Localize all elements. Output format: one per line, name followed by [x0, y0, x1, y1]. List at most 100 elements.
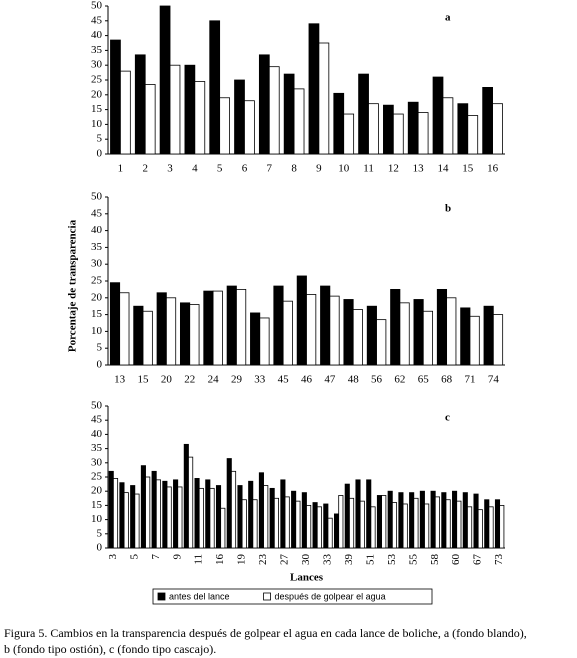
x-tick-label: 27	[279, 554, 291, 566]
bar	[390, 288, 401, 366]
y-tick-label: 30	[91, 456, 103, 468]
bar	[484, 499, 490, 549]
bar	[165, 297, 177, 366]
bar	[413, 497, 419, 549]
bar	[189, 304, 200, 366]
bar	[482, 87, 493, 155]
x-tick-label: 5	[217, 163, 223, 175]
x-tick-label: 6	[242, 163, 248, 175]
bar	[162, 480, 168, 549]
x-tick-label: 65	[418, 374, 430, 386]
y-tick-label: 25	[91, 74, 103, 86]
y-tick-label: 5	[97, 527, 103, 539]
bar	[259, 317, 270, 366]
y-tick-label: 40	[91, 29, 103, 41]
x-tick-label: 53	[386, 554, 398, 566]
x-tick-label: 1	[118, 163, 124, 175]
legend-label: después de golpear el agua	[275, 591, 386, 601]
bar	[460, 307, 471, 366]
bar	[434, 496, 440, 549]
x-tick-label: 11	[363, 163, 374, 175]
bar	[220, 507, 226, 549]
bar	[268, 66, 280, 155]
bar	[343, 299, 354, 366]
x-tick-label: 55	[407, 554, 419, 566]
bar	[492, 103, 503, 155]
x-tick-label: 15	[462, 163, 474, 175]
bar	[419, 490, 425, 549]
bar	[483, 305, 494, 366]
bar	[456, 500, 462, 549]
bar	[432, 76, 444, 155]
bar	[492, 314, 504, 366]
y-tick-label: 35	[91, 442, 103, 454]
x-tick-label: 3	[167, 163, 173, 175]
y-tick-label: 25	[91, 471, 103, 483]
y-tick-label: 30	[91, 258, 103, 270]
x-tick-label: 45	[278, 374, 290, 386]
x-tick-label: 8	[291, 163, 297, 175]
x-tick-label: 9	[316, 163, 322, 175]
bar	[327, 517, 333, 549]
x-tick-label: 39	[343, 554, 355, 566]
bar	[467, 506, 473, 549]
x-tick-label: 15	[138, 374, 150, 386]
bar	[306, 504, 312, 549]
bar	[320, 285, 331, 366]
x-tick-label: 51	[364, 554, 376, 565]
bar	[244, 100, 255, 155]
x-tick-label: 16	[487, 163, 499, 175]
bar	[151, 470, 157, 549]
bar	[198, 487, 204, 549]
bar	[422, 310, 434, 366]
x-tick-label: 23	[257, 554, 269, 566]
bar	[108, 470, 114, 549]
bar	[194, 478, 200, 549]
bar	[155, 479, 161, 549]
y-tick-label: 25	[91, 275, 103, 287]
x-tick-label: 22	[184, 374, 195, 386]
y-tick-label: 15	[91, 499, 103, 511]
x-tick-label: 16	[214, 554, 226, 566]
bar	[381, 495, 387, 549]
y-tick-label: 50	[91, 191, 103, 203]
bar	[441, 492, 447, 549]
bar	[370, 506, 376, 549]
x-tick-label: 11	[193, 554, 205, 565]
panel-label: c	[445, 412, 450, 424]
y-tick-label: 20	[91, 291, 103, 303]
bar	[179, 302, 191, 366]
x-tick-label: 10	[338, 163, 350, 175]
bar	[312, 502, 318, 549]
y-tick-label: 45	[91, 14, 103, 26]
x-tick-label: 2	[142, 163, 148, 175]
bar	[156, 292, 167, 366]
bar	[333, 513, 340, 549]
bar	[230, 470, 237, 549]
bar	[258, 54, 270, 155]
bar	[173, 479, 179, 549]
bar	[248, 480, 254, 549]
y-tick-label: 45	[91, 207, 103, 219]
bar	[280, 479, 286, 549]
y-tick-label: 0	[97, 148, 103, 160]
x-tick-label: 60	[450, 554, 462, 566]
bar	[355, 479, 361, 549]
bar	[436, 288, 448, 366]
bar	[301, 492, 307, 549]
x-tick-label: 67	[472, 554, 484, 566]
bar	[295, 500, 301, 549]
y-tick-label: 10	[91, 118, 103, 130]
bar	[293, 88, 305, 155]
bar	[205, 479, 211, 549]
x-tick-label: 68	[441, 374, 453, 386]
x-tick-label: 13	[413, 163, 425, 175]
bar	[424, 503, 430, 549]
y-tick-label: 50	[91, 400, 103, 412]
bar	[209, 20, 221, 155]
bar	[308, 23, 320, 155]
y-tick-label: 0	[97, 542, 103, 554]
x-tick-label: 12	[388, 163, 399, 175]
bar	[343, 113, 355, 155]
bar	[442, 97, 454, 155]
